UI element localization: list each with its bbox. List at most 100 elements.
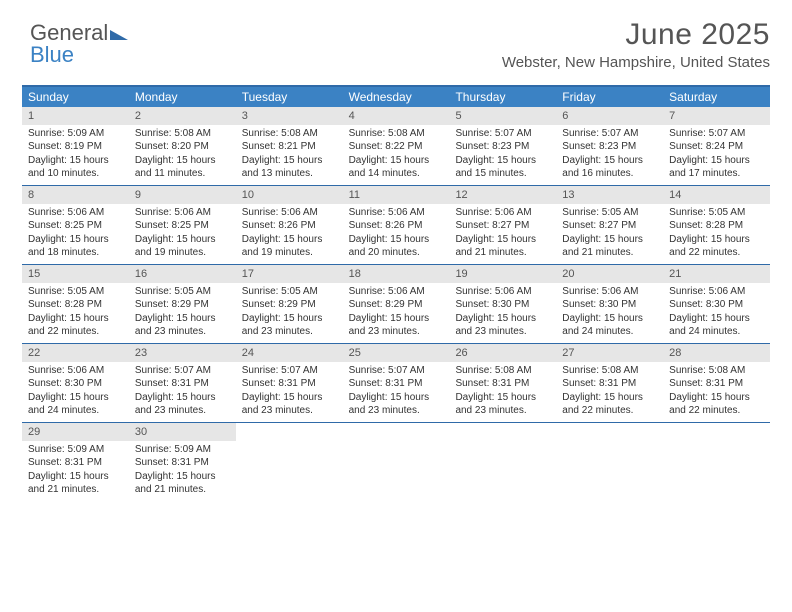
day-number: 9: [129, 186, 236, 204]
daylight-line2: and 21 minutes.: [562, 246, 657, 260]
sunset-text: Sunset: 8:26 PM: [242, 219, 337, 233]
daylight-line1: Daylight: 15 hours: [349, 391, 444, 405]
daylight-line2: and 11 minutes.: [135, 167, 230, 181]
sunset-text: Sunset: 8:27 PM: [455, 219, 550, 233]
dow-saturday: Saturday: [663, 87, 770, 107]
day-body: Sunrise: 5:07 AMSunset: 8:31 PMDaylight:…: [236, 362, 343, 422]
day-number: 15: [22, 265, 129, 283]
sunset-text: Sunset: 8:31 PM: [242, 377, 337, 391]
day-number: 16: [129, 265, 236, 283]
calendar-day: 30Sunrise: 5:09 AMSunset: 8:31 PMDayligh…: [129, 423, 236, 501]
daylight-line2: and 19 minutes.: [242, 246, 337, 260]
day-number: 1: [22, 107, 129, 125]
day-body: Sunrise: 5:06 AMSunset: 8:26 PMDaylight:…: [236, 204, 343, 264]
calendar-day: 6Sunrise: 5:07 AMSunset: 8:23 PMDaylight…: [556, 107, 663, 185]
calendar-day: 1Sunrise: 5:09 AMSunset: 8:19 PMDaylight…: [22, 107, 129, 185]
day-number: 20: [556, 265, 663, 283]
daylight-line1: Daylight: 15 hours: [349, 154, 444, 168]
day-number: 4: [343, 107, 450, 125]
calendar-day: [236, 423, 343, 501]
sunrise-text: Sunrise: 5:08 AM: [242, 127, 337, 141]
calendar-week: 15Sunrise: 5:05 AMSunset: 8:28 PMDayligh…: [22, 264, 770, 343]
calendar-day: 5Sunrise: 5:07 AMSunset: 8:23 PMDaylight…: [449, 107, 556, 185]
day-body: Sunrise: 5:05 AMSunset: 8:29 PMDaylight:…: [129, 283, 236, 343]
dow-friday: Friday: [556, 87, 663, 107]
day-number: 2: [129, 107, 236, 125]
day-number: 11: [343, 186, 450, 204]
calendar-day: [449, 423, 556, 501]
header: June 2025 Webster, New Hampshire, United…: [22, 18, 770, 71]
daylight-line2: and 19 minutes.: [135, 246, 230, 260]
sunset-text: Sunset: 8:30 PM: [455, 298, 550, 312]
daylight-line2: and 23 minutes.: [455, 325, 550, 339]
sunrise-text: Sunrise: 5:06 AM: [562, 285, 657, 299]
sunrise-text: Sunrise: 5:06 AM: [455, 206, 550, 220]
day-body: Sunrise: 5:06 AMSunset: 8:30 PMDaylight:…: [22, 362, 129, 422]
daylight-line1: Daylight: 15 hours: [135, 391, 230, 405]
day-number: 18: [343, 265, 450, 283]
sunrise-text: Sunrise: 5:05 AM: [562, 206, 657, 220]
day-body: Sunrise: 5:08 AMSunset: 8:31 PMDaylight:…: [663, 362, 770, 422]
day-body: Sunrise: 5:07 AMSunset: 8:31 PMDaylight:…: [129, 362, 236, 422]
sunrise-text: Sunrise: 5:07 AM: [455, 127, 550, 141]
calendar-day: 8Sunrise: 5:06 AMSunset: 8:25 PMDaylight…: [22, 186, 129, 264]
daylight-line1: Daylight: 15 hours: [28, 312, 123, 326]
day-body: Sunrise: 5:06 AMSunset: 8:30 PMDaylight:…: [663, 283, 770, 343]
sunrise-text: Sunrise: 5:07 AM: [669, 127, 764, 141]
sunset-text: Sunset: 8:22 PM: [349, 140, 444, 154]
daylight-line2: and 21 minutes.: [135, 483, 230, 497]
sunrise-text: Sunrise: 5:06 AM: [455, 285, 550, 299]
day-number: 22: [22, 344, 129, 362]
calendar-day: 11Sunrise: 5:06 AMSunset: 8:26 PMDayligh…: [343, 186, 450, 264]
daylight-line2: and 16 minutes.: [562, 167, 657, 181]
logo-triangle-icon: [110, 30, 128, 40]
daylight-line1: Daylight: 15 hours: [242, 391, 337, 405]
calendar-day: 21Sunrise: 5:06 AMSunset: 8:30 PMDayligh…: [663, 265, 770, 343]
daylight-line2: and 23 minutes.: [135, 325, 230, 339]
daylight-line2: and 17 minutes.: [669, 167, 764, 181]
calendar-day: 15Sunrise: 5:05 AMSunset: 8:28 PMDayligh…: [22, 265, 129, 343]
day-body: Sunrise: 5:05 AMSunset: 8:28 PMDaylight:…: [22, 283, 129, 343]
daylight-line2: and 22 minutes.: [669, 404, 764, 418]
daylight-line2: and 23 minutes.: [455, 404, 550, 418]
daylight-line1: Daylight: 15 hours: [669, 312, 764, 326]
sunset-text: Sunset: 8:31 PM: [455, 377, 550, 391]
calendar-day: [343, 423, 450, 501]
daylight-line2: and 23 minutes.: [242, 325, 337, 339]
logo: General Blue: [30, 22, 128, 66]
daylight-line1: Daylight: 15 hours: [669, 154, 764, 168]
daylight-line1: Daylight: 15 hours: [242, 312, 337, 326]
sunset-text: Sunset: 8:30 PM: [669, 298, 764, 312]
dow-monday: Monday: [129, 87, 236, 107]
daylight-line1: Daylight: 15 hours: [135, 470, 230, 484]
calendar-day: 25Sunrise: 5:07 AMSunset: 8:31 PMDayligh…: [343, 344, 450, 422]
calendar-day: 12Sunrise: 5:06 AMSunset: 8:27 PMDayligh…: [449, 186, 556, 264]
sunset-text: Sunset: 8:27 PM: [562, 219, 657, 233]
daylight-line1: Daylight: 15 hours: [562, 154, 657, 168]
sunrise-text: Sunrise: 5:08 AM: [562, 364, 657, 378]
day-number: 21: [663, 265, 770, 283]
daylight-line1: Daylight: 15 hours: [135, 312, 230, 326]
day-number: 27: [556, 344, 663, 362]
calendar-day: 16Sunrise: 5:05 AMSunset: 8:29 PMDayligh…: [129, 265, 236, 343]
day-number: 19: [449, 265, 556, 283]
sunrise-text: Sunrise: 5:06 AM: [135, 206, 230, 220]
day-number: 29: [22, 423, 129, 441]
day-number: 25: [343, 344, 450, 362]
sunset-text: Sunset: 8:31 PM: [562, 377, 657, 391]
sunrise-text: Sunrise: 5:09 AM: [135, 443, 230, 457]
page-title: June 2025: [22, 18, 770, 52]
daylight-line1: Daylight: 15 hours: [455, 391, 550, 405]
calendar-day: 7Sunrise: 5:07 AMSunset: 8:24 PMDaylight…: [663, 107, 770, 185]
calendar-day: [663, 423, 770, 501]
day-body: Sunrise: 5:08 AMSunset: 8:22 PMDaylight:…: [343, 125, 450, 185]
sunset-text: Sunset: 8:28 PM: [28, 298, 123, 312]
day-number: 13: [556, 186, 663, 204]
day-body: Sunrise: 5:06 AMSunset: 8:29 PMDaylight:…: [343, 283, 450, 343]
sunrise-text: Sunrise: 5:07 AM: [562, 127, 657, 141]
day-number: 28: [663, 344, 770, 362]
day-body: Sunrise: 5:06 AMSunset: 8:26 PMDaylight:…: [343, 204, 450, 264]
sunset-text: Sunset: 8:30 PM: [28, 377, 123, 391]
daylight-line1: Daylight: 15 hours: [455, 233, 550, 247]
day-number: 30: [129, 423, 236, 441]
